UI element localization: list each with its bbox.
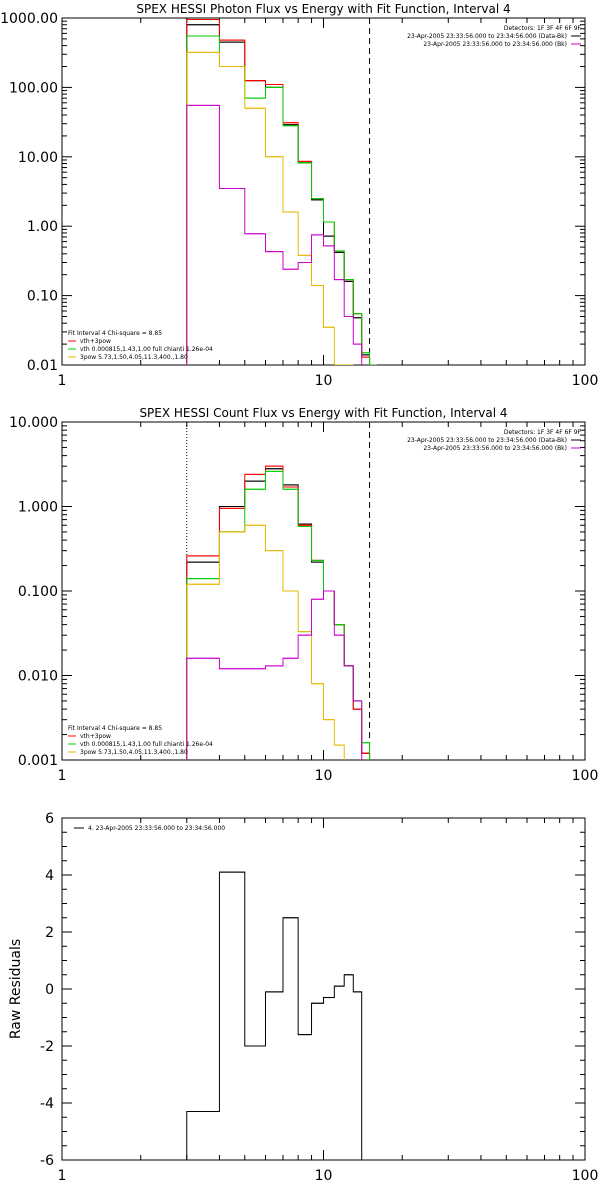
y-tick-label: 1000.00 xyxy=(0,11,58,27)
legend-entry: 23-Apr-2005 23:33:56.000 to 23:34:56.000… xyxy=(423,445,567,452)
chart-title: SPEX HESSI Count Flux vs Energy with Fit… xyxy=(139,406,507,420)
legend-entry: vth+3pow xyxy=(80,338,111,345)
y-tick-label: 0.001 xyxy=(18,753,58,769)
y-axis: -6 -4 -2 0 2 4 6 xyxy=(40,811,585,1169)
y-tick-label: -2 xyxy=(40,1039,54,1055)
y-tick-label: -4 xyxy=(40,1096,54,1112)
legend-entry: Detectors: 1F 3F 4F 6F 9F xyxy=(504,25,582,32)
legend-fit: Fit Interval 4 Chi-square = 8.85vth+3pow… xyxy=(68,725,213,756)
legend-entry: 3pow 5.73,1.50,4.05,11.3,400.,1.80 xyxy=(80,354,188,361)
y-axis: 0.01 0.10 1.00 10.00 100.00 1000.00 xyxy=(0,11,585,374)
y-tick-label: 0 xyxy=(45,982,54,998)
y-tick-label: 6 xyxy=(45,811,54,827)
series-vth xyxy=(186,470,371,760)
legend-entry: vth 0.000815,1.43,1.00 full chianti 1.26… xyxy=(80,741,213,748)
series-3pow xyxy=(186,51,354,365)
series-vth+3pow xyxy=(186,465,371,760)
legend-top: 4. 23-Apr-2005 23:33:56.000 to 23:34:56.… xyxy=(74,825,225,832)
series-line xyxy=(186,19,377,365)
series-line xyxy=(186,524,345,760)
series-background xyxy=(186,590,363,760)
series-residuals xyxy=(186,871,363,1160)
photon-flux-panel: 1 10 100 0.01 0.10 1.00 10.00 100.00 1000.00 SPEX… xyxy=(0,2,598,389)
series-line xyxy=(186,590,363,760)
series-line xyxy=(186,24,377,365)
series-data xyxy=(186,468,371,760)
x-tick-label: 1 xyxy=(58,373,67,389)
x-tick-label: 100 xyxy=(572,373,599,389)
series-line xyxy=(186,51,354,365)
x-axis: 1 10 100 xyxy=(58,422,599,784)
x-tick-label: 1 xyxy=(58,1168,67,1184)
legend-entry: vth+3pow xyxy=(80,733,111,740)
y-tick-label: 0.010 xyxy=(18,669,58,685)
x-tick-label: 100 xyxy=(572,768,599,784)
y-axis: 0.001 0.010 0.100 1.000 10.000 xyxy=(9,415,585,769)
series-line xyxy=(186,35,377,365)
y-tick-label: 0.01 xyxy=(27,358,58,374)
series-line xyxy=(186,871,363,1160)
chart-title: SPEX HESSI Photon Flux vs Energy with Fi… xyxy=(136,2,510,16)
series-group xyxy=(186,871,363,1160)
series-line xyxy=(186,468,371,760)
series-line xyxy=(186,104,363,365)
series-vth+3pow xyxy=(186,19,377,365)
residuals-panel: 1 10 100 -6 -4 -2 0 2 4 6 Raw Residuals 4. 23-Apr-2… xyxy=(8,811,598,1184)
legend-fit: Fit Interval 4 Chi-square = 8.85vth+3pow… xyxy=(68,330,213,361)
series-line xyxy=(186,465,371,760)
legend-entry: 23-Apr-2005 23:33:56.000 to 23:34:56.000… xyxy=(423,41,567,48)
y-axis-label: Raw Residuals xyxy=(8,939,24,1039)
y-tick-label: 1.000 xyxy=(18,500,58,516)
series-3pow xyxy=(186,524,345,760)
series-group xyxy=(186,465,371,760)
y-tick-label: 0.100 xyxy=(18,584,58,600)
series-line xyxy=(186,470,371,760)
x-tick-label: 10 xyxy=(315,768,333,784)
y-tick-label: 10.000 xyxy=(9,415,58,431)
series-background xyxy=(186,104,363,365)
x-tick-label: 100 xyxy=(572,1168,599,1184)
y-tick-label: 10.00 xyxy=(18,150,58,166)
count-flux-panel: 1 10 100 0.001 0.010 0.100 1.000 10.000 SPEX HES… xyxy=(9,406,598,784)
x-tick-label: 10 xyxy=(315,1168,333,1184)
x-axis: 1 10 100 xyxy=(58,818,599,1184)
x-tick-label: 10 xyxy=(315,373,333,389)
legend-entry: 3pow 5.73,1.50,4.05,11.3,400.,1.80 xyxy=(80,749,188,756)
series-vth xyxy=(186,35,377,365)
x-axis: 1 10 100 xyxy=(58,18,599,389)
legend-entry: 23-Apr-2005 23:33:56.000 to 23:34:56.000… xyxy=(407,33,567,40)
y-tick-label: 100.00 xyxy=(9,80,58,96)
series-data xyxy=(186,24,377,365)
y-tick-label: -6 xyxy=(40,1153,54,1169)
legend-entry: 23-Apr-2005 23:33:56.000 to 23:34:56.000… xyxy=(407,437,567,444)
legend-entry: Detectors: 1F 3F 4F 6F 9F xyxy=(504,429,582,436)
x-tick-label: 1 xyxy=(58,768,67,784)
legend-entry: vth 0.000815,1.43,1.00 full chianti 1.26… xyxy=(80,346,213,353)
y-tick-label: 2 xyxy=(45,925,54,941)
fit-info: Fit Interval 4 Chi-square = 8.85 xyxy=(68,330,162,337)
y-tick-label: 0.10 xyxy=(27,289,58,305)
y-tick-label: 4 xyxy=(45,868,54,884)
legend-entry: 4. 23-Apr-2005 23:33:56.000 to 23:34:56.… xyxy=(88,825,225,832)
plot-frame xyxy=(61,817,586,1161)
y-tick-label: 1.00 xyxy=(27,219,58,235)
series-group xyxy=(186,19,377,365)
fit-info: Fit Interval 4 Chi-square = 8.85 xyxy=(68,725,162,732)
